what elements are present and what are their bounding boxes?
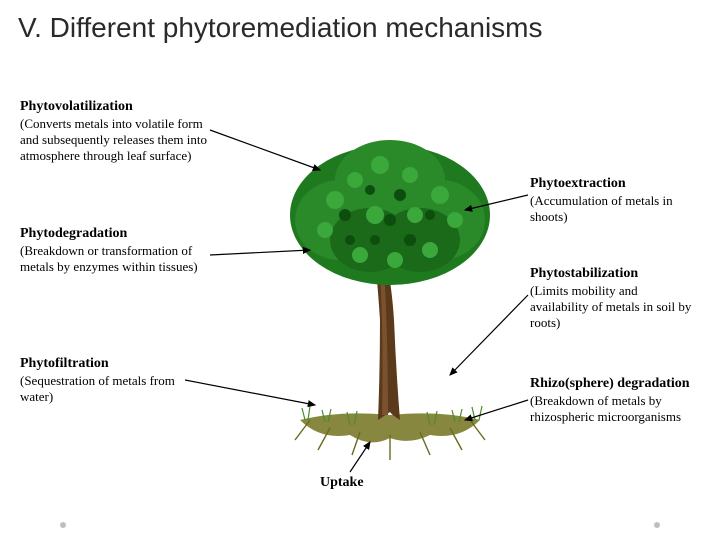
tree-illustration bbox=[280, 120, 500, 460]
tree-roots bbox=[295, 406, 485, 460]
footer-dot bbox=[654, 522, 660, 528]
diagram-container: Phytovolatilization (Converts metals int… bbox=[20, 80, 700, 510]
label-rhizodegradation: Rhizo(sphere) degradation (Breakdown of … bbox=[530, 375, 705, 425]
label-desc: (Breakdown or transformation of metals b… bbox=[20, 243, 215, 276]
label-title: Phytostabilization bbox=[530, 265, 695, 283]
label-desc: (Converts metals into volatile form and … bbox=[20, 116, 215, 165]
label-title: Phytovolatilization bbox=[20, 98, 215, 116]
label-phytostabilization: Phytostabilization (Limits mobility and … bbox=[530, 265, 695, 331]
label-phytodegradation: Phytodegradation (Breakdown or transform… bbox=[20, 225, 215, 275]
label-desc: (Accumulation of metals in shoots) bbox=[530, 193, 695, 226]
label-phytofiltration: Phytofiltration (Sequestration of metals… bbox=[20, 355, 200, 405]
label-title: Phytoextraction bbox=[530, 175, 695, 193]
label-title: Phytodegradation bbox=[20, 225, 215, 243]
footer-dot bbox=[60, 522, 66, 528]
label-desc: (Sequestration of metals from water) bbox=[20, 373, 200, 406]
label-desc: (Breakdown of metals by rhizospheric mic… bbox=[530, 393, 705, 426]
label-uptake: Uptake bbox=[320, 475, 364, 491]
label-phytovolatilization: Phytovolatilization (Converts metals int… bbox=[20, 98, 215, 164]
label-desc: (Limits mobility and availability of met… bbox=[530, 283, 695, 332]
page-title: V. Different phytoremediation mechanisms bbox=[0, 0, 720, 44]
tree-canopy bbox=[290, 140, 490, 285]
label-phytoextraction: Phytoextraction (Accumulation of metals … bbox=[530, 175, 695, 225]
footer-dots bbox=[0, 522, 720, 528]
label-title: Rhizo(sphere) degradation bbox=[530, 375, 705, 393]
label-title: Phytofiltration bbox=[20, 355, 200, 373]
